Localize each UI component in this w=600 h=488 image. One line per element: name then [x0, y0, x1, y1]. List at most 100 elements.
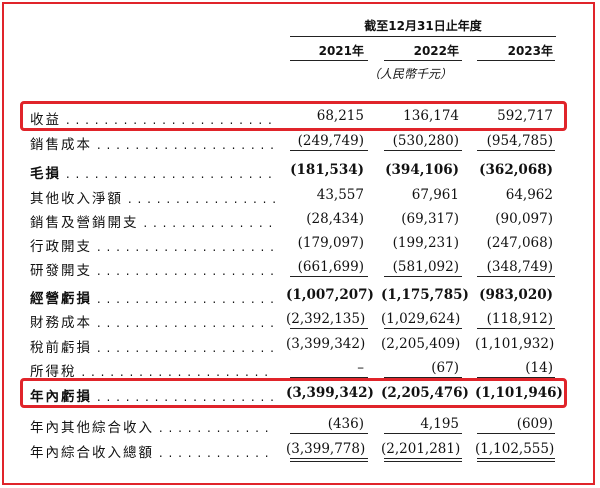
row-value-2022: (69,317) [401, 211, 459, 227]
table-row: 年內其他綜合收入 (436) 4,195 (609) [0, 413, 600, 437]
row-label: 銷售及營銷開支 [30, 211, 275, 229]
table-row: 銷售成本 (249,749) (530,280) (954,785) [0, 130, 600, 154]
row-value-2022: (530,280) [392, 133, 459, 149]
subtotal-rule [477, 276, 555, 277]
row-value-2023: (1,101,946) [475, 385, 563, 401]
year-header-rule [477, 60, 555, 61]
row-value-2021: (436) [327, 416, 364, 432]
row-value-2023: 592,717 [497, 108, 553, 124]
total-double-rule [384, 458, 462, 462]
row-value-2021: (3,399,342) [286, 336, 366, 352]
table-row: 年內綜合收入總額 (3,399,778) (2,201,281) (1,102,555… [0, 438, 600, 462]
row-value-2023: (1,101,932) [475, 336, 555, 352]
row-label: 稅前虧損 [30, 336, 275, 354]
row-value-2022: (2,205,409) [381, 336, 461, 352]
row-label: 銷售成本 [30, 133, 275, 151]
subtotal-rule [384, 377, 462, 378]
year-header-2021: 2021年 [318, 44, 364, 58]
row-value-2021: (3,399,778) [286, 441, 366, 457]
row-value-2023: (983,020) [479, 287, 553, 303]
row-value-2021: (181,534) [290, 162, 364, 178]
subtotal-rule [477, 328, 555, 329]
row-value-2022: (2,205,476) [381, 385, 469, 401]
row-value-2022: (581,092) [392, 259, 459, 275]
row-value-2021: (28,434) [306, 211, 364, 227]
row-label: 經營虧損 [30, 287, 275, 305]
row-label: 財務成本 [30, 311, 275, 329]
row-value-2023: 64,962 [505, 187, 553, 203]
row-value-2021: (2,392,135) [286, 311, 366, 327]
year-header-rule [290, 60, 368, 61]
row-value-2021: (179,097) [297, 235, 364, 251]
row-value-2021: (661,699) [297, 259, 364, 275]
table-row: 毛損 (181,534) (394,106) (362,068) [0, 159, 600, 183]
row-value-2022: 4,195 [420, 416, 459, 432]
row-value-2021: (3,399,342) [286, 385, 374, 401]
subtotal-rule [477, 377, 555, 378]
row-label: 毛損 [30, 162, 275, 180]
row-value-2022: (394,106) [385, 162, 459, 178]
revenue-highlight-box [20, 101, 567, 131]
row-value-2022: (1,175,785) [381, 287, 469, 303]
row-value-2022: 67,961 [411, 187, 459, 203]
subtotal-rule [384, 150, 462, 151]
table-row: 財務成本 (2,392,135) (1,029,624) (118,912) [0, 308, 600, 332]
row-label: 年內綜合收入總額 [30, 441, 275, 459]
table-row: 收益 68,215 136,174 592,717 [0, 105, 600, 129]
table-row: 其他收入淨額 43,557 67,961 64,962 [0, 184, 600, 208]
row-value-2021: 68,215 [316, 108, 364, 124]
subtotal-rule [290, 377, 368, 378]
row-value-2021: (1,007,207) [286, 287, 374, 303]
row-value-2023: (348,749) [486, 259, 553, 275]
row-label: 所得稅 [30, 360, 275, 378]
unit-label: （人民幣千元） [367, 67, 452, 81]
year-header-2023: 2023年 [507, 44, 553, 58]
row-value-2021: (249,749) [297, 133, 364, 149]
row-value-2021: 43,557 [316, 187, 364, 203]
row-value-2023: (609) [516, 416, 553, 432]
subtotal-rule [477, 433, 555, 434]
table-row: 研發開支 (661,699) (581,092) (348,749) [0, 256, 600, 280]
row-value-2023: (90,097) [495, 211, 553, 227]
row-label: 年內虧損 [30, 385, 275, 403]
table-row: 銷售及營銷開支 (28,434) (69,317) (90,097) [0, 208, 600, 232]
row-value-2022: (67) [431, 360, 459, 376]
subtotal-rule [290, 433, 368, 434]
row-value-2023: (362,068) [479, 162, 553, 178]
period-header: 截至12月31日止年度 [364, 19, 482, 33]
table-row: 經營虧損 (1,007,207) (1,175,785) (983,020) [0, 284, 600, 308]
row-value-2023: (247,068) [486, 235, 553, 251]
period-header-rule [290, 36, 556, 37]
row-value-2021: – [357, 360, 364, 376]
row-label: 行政開支 [30, 235, 275, 253]
subtotal-rule [290, 276, 368, 277]
year-header-2022: 2022年 [413, 44, 459, 58]
subtotal-rule [290, 328, 368, 329]
row-label: 研發開支 [30, 259, 275, 277]
row-value-2022: (199,231) [392, 235, 459, 251]
table-row: 年內虧損 (3,399,342) (2,205,476) (1,101,946) [0, 382, 600, 406]
row-value-2023: (1,102,555) [475, 441, 555, 457]
total-double-rule [290, 458, 368, 462]
page-frame [2, 2, 595, 485]
row-label: 年內其他綜合收入 [30, 416, 275, 434]
row-value-2022: (1,029,624) [381, 311, 461, 327]
row-value-2023: (954,785) [486, 133, 553, 149]
row-value-2022: (2,201,281) [381, 441, 461, 457]
subtotal-rule [384, 276, 462, 277]
table-row: 行政開支 (179,097) (199,231) (247,068) [0, 232, 600, 256]
total-double-rule [477, 458, 555, 462]
subtotal-rule [477, 150, 555, 151]
row-value-2023: (14) [525, 360, 553, 376]
subtotal-rule [384, 328, 462, 329]
subtotal-rule [384, 433, 462, 434]
subtotal-rule [290, 150, 368, 151]
year-header-rule [384, 60, 462, 61]
row-label: 收益 [30, 108, 275, 126]
row-label: 其他收入淨額 [30, 187, 275, 205]
row-value-2022: 136,174 [403, 108, 459, 124]
row-value-2023: (118,912) [486, 311, 553, 327]
table-row: 稅前虧損 (3,399,342) (2,205,409) (1,101,932) [0, 333, 600, 357]
loss-for-year-highlight-box [20, 378, 567, 408]
table-row: 所得稅 – (67) (14) [0, 357, 600, 381]
